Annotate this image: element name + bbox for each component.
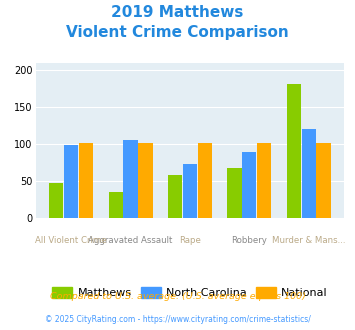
Bar [242,152,256,218]
Bar [198,143,212,218]
Text: Aggravated Assault: Aggravated Assault [88,236,173,245]
Bar [287,84,301,218]
Bar [183,164,197,218]
Bar [227,168,242,218]
Bar [49,183,64,218]
Text: Rape: Rape [179,236,201,245]
Bar [109,192,123,218]
Text: All Violent Crime: All Violent Crime [36,236,107,245]
Text: Murder & Mans...: Murder & Mans... [272,236,345,245]
Legend: Matthews, North Carolina, National: Matthews, North Carolina, National [48,282,332,303]
Bar [168,175,182,218]
Text: Robbery: Robbery [231,236,267,245]
Text: Compared to U.S. average. (U.S. average equals 100): Compared to U.S. average. (U.S. average … [50,292,305,301]
Bar [316,143,331,218]
Text: 2019 Matthews: 2019 Matthews [111,5,244,20]
Bar [257,143,271,218]
Bar [64,145,78,218]
Bar [138,143,153,218]
Bar [124,140,138,218]
Bar [79,143,93,218]
Text: Violent Crime Comparison: Violent Crime Comparison [66,25,289,40]
Text: © 2025 CityRating.com - https://www.cityrating.com/crime-statistics/: © 2025 CityRating.com - https://www.city… [45,315,310,324]
Bar [302,129,316,218]
